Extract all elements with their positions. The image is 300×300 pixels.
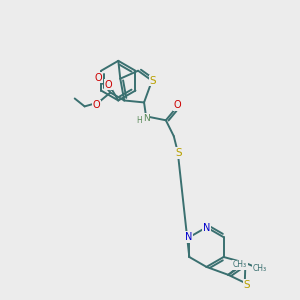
Text: O: O xyxy=(105,80,112,90)
Text: CH₃: CH₃ xyxy=(233,260,247,269)
Text: O: O xyxy=(174,100,182,110)
Text: CH₃: CH₃ xyxy=(252,264,266,273)
Text: S: S xyxy=(243,280,250,290)
Text: S: S xyxy=(176,148,182,158)
Text: N: N xyxy=(203,223,210,233)
Text: O: O xyxy=(95,73,102,83)
Text: O: O xyxy=(93,100,100,110)
Text: N: N xyxy=(143,114,149,123)
Text: N: N xyxy=(184,232,192,242)
Text: H: H xyxy=(136,116,142,125)
Text: S: S xyxy=(150,76,156,85)
